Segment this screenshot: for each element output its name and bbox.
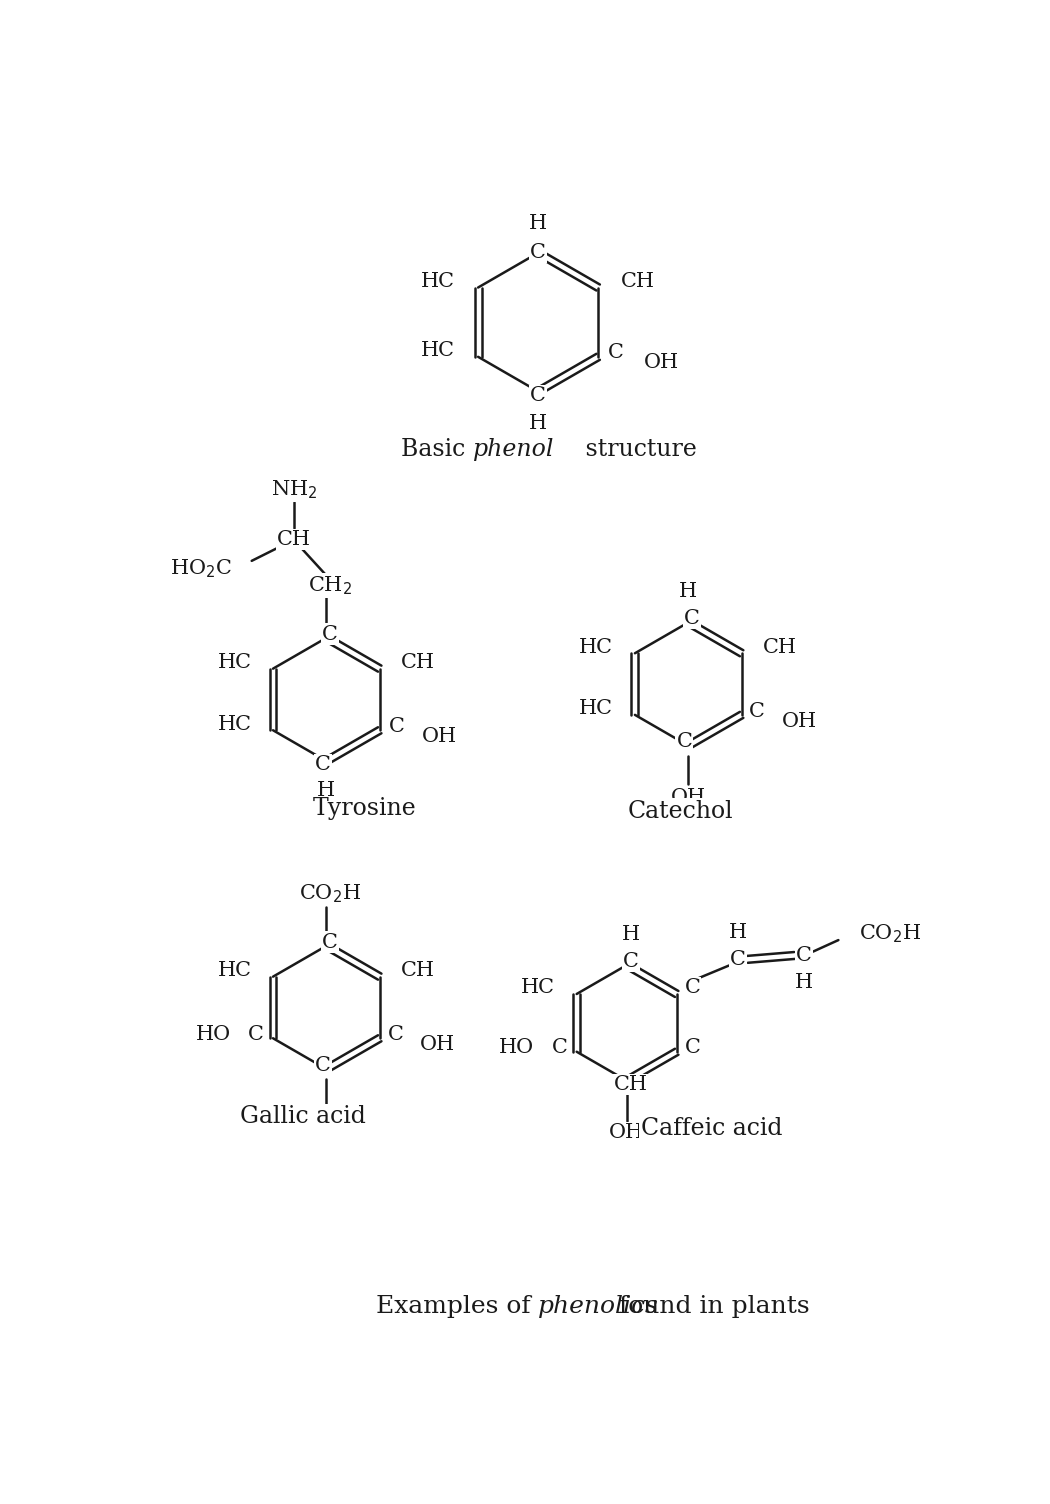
Text: OH: OH bbox=[671, 788, 706, 806]
Text: CH: CH bbox=[277, 529, 311, 549]
Text: C: C bbox=[322, 624, 338, 644]
Text: Tyrosine: Tyrosine bbox=[313, 797, 417, 820]
Text: H: H bbox=[529, 214, 547, 233]
Text: CH: CH bbox=[763, 638, 797, 657]
Text: C: C bbox=[530, 244, 546, 262]
Text: OH: OH bbox=[422, 726, 457, 746]
Text: HC: HC bbox=[217, 714, 251, 734]
Text: H: H bbox=[317, 781, 335, 800]
Text: CH: CH bbox=[401, 653, 436, 672]
Text: C: C bbox=[750, 701, 765, 720]
Text: H: H bbox=[730, 923, 748, 942]
Text: C: C bbox=[248, 1024, 264, 1044]
Text: C: C bbox=[685, 609, 700, 629]
Text: HC: HC bbox=[217, 653, 251, 672]
Text: HC: HC bbox=[580, 638, 613, 657]
Text: phenol: phenol bbox=[472, 438, 554, 460]
Text: NH$_2$: NH$_2$ bbox=[271, 478, 317, 501]
Text: HC: HC bbox=[421, 341, 455, 359]
Text: phenolics: phenolics bbox=[538, 1295, 659, 1318]
Text: Gallic acid: Gallic acid bbox=[240, 1105, 366, 1128]
Text: C: C bbox=[551, 1038, 567, 1057]
Text: Examples of: Examples of bbox=[376, 1295, 538, 1318]
Text: C: C bbox=[607, 343, 624, 362]
Text: CH$_2$: CH$_2$ bbox=[308, 575, 353, 597]
Text: C: C bbox=[315, 1056, 331, 1075]
Text: HC: HC bbox=[421, 272, 455, 290]
Text: C: C bbox=[676, 732, 692, 752]
Text: HO: HO bbox=[195, 1024, 231, 1044]
Text: Basic: Basic bbox=[401, 438, 472, 460]
Text: HO$_2$C: HO$_2$C bbox=[170, 558, 232, 581]
Text: HC: HC bbox=[580, 699, 613, 719]
Text: OH: OH bbox=[645, 353, 679, 373]
Text: CH: CH bbox=[622, 272, 655, 290]
Text: C: C bbox=[796, 946, 812, 966]
Text: Caffeic acid: Caffeic acid bbox=[640, 1117, 782, 1140]
Text: OH: OH bbox=[309, 1111, 344, 1130]
Text: OH: OH bbox=[781, 711, 817, 731]
Text: C: C bbox=[731, 951, 747, 969]
Text: C: C bbox=[685, 1038, 700, 1057]
Text: HO: HO bbox=[499, 1038, 534, 1057]
Text: Catechol: Catechol bbox=[628, 800, 733, 823]
Text: CO$_2$H: CO$_2$H bbox=[299, 883, 361, 905]
Text: found in plants: found in plants bbox=[611, 1295, 810, 1318]
Text: OH: OH bbox=[420, 1035, 455, 1054]
Text: H: H bbox=[795, 973, 813, 993]
Text: C: C bbox=[322, 932, 338, 952]
Text: CH: CH bbox=[401, 961, 436, 981]
Text: C: C bbox=[388, 717, 405, 735]
Text: H: H bbox=[622, 925, 639, 945]
Text: H: H bbox=[529, 414, 547, 433]
Text: HC: HC bbox=[217, 961, 251, 981]
Text: C: C bbox=[387, 1024, 403, 1044]
Text: OH: OH bbox=[609, 1123, 645, 1143]
Text: C: C bbox=[315, 755, 331, 775]
Text: CH: CH bbox=[613, 1075, 648, 1093]
Text: C: C bbox=[530, 387, 546, 405]
Text: C: C bbox=[623, 952, 638, 970]
Text: structure: structure bbox=[579, 438, 697, 460]
Text: HC: HC bbox=[521, 978, 555, 997]
Text: C: C bbox=[685, 978, 700, 997]
Text: CO$_2$H: CO$_2$H bbox=[859, 922, 921, 945]
Text: H: H bbox=[679, 582, 697, 602]
